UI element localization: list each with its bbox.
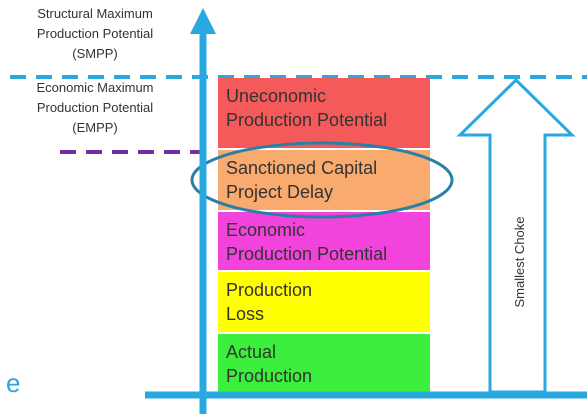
block	[218, 78, 430, 148]
block-label: Loss	[226, 304, 264, 324]
block-label: Sanctioned Capital	[226, 158, 377, 178]
block-label: Production Potential	[226, 110, 387, 130]
block-label: Production	[226, 280, 312, 300]
block	[218, 272, 430, 332]
y-axis-arrow	[190, 8, 216, 34]
empp-label: Production Potential	[37, 100, 153, 115]
block	[218, 150, 430, 210]
arrow-label: Smallest Choke	[512, 216, 527, 307]
smpp-label: (SMPP)	[72, 46, 118, 61]
block	[218, 212, 430, 270]
block-label: Project Delay	[226, 182, 333, 202]
highlight-ellipse	[190, 141, 454, 219]
empp-label: Economic Maximum	[36, 80, 153, 95]
block	[218, 334, 430, 392]
corner-text: e	[6, 368, 20, 398]
smpp-label: Structural Maximum	[37, 6, 153, 21]
smpp-label: Production Potential	[37, 26, 153, 41]
block-label: Uneconomic	[226, 86, 326, 106]
block-label: Production	[226, 366, 312, 386]
choke-arrow	[456, 77, 576, 394]
block-label: Economic	[226, 220, 305, 240]
block-label: Actual	[226, 342, 276, 362]
block-label: Production Potential	[226, 244, 387, 264]
empp-label: (EMPP)	[72, 120, 118, 135]
